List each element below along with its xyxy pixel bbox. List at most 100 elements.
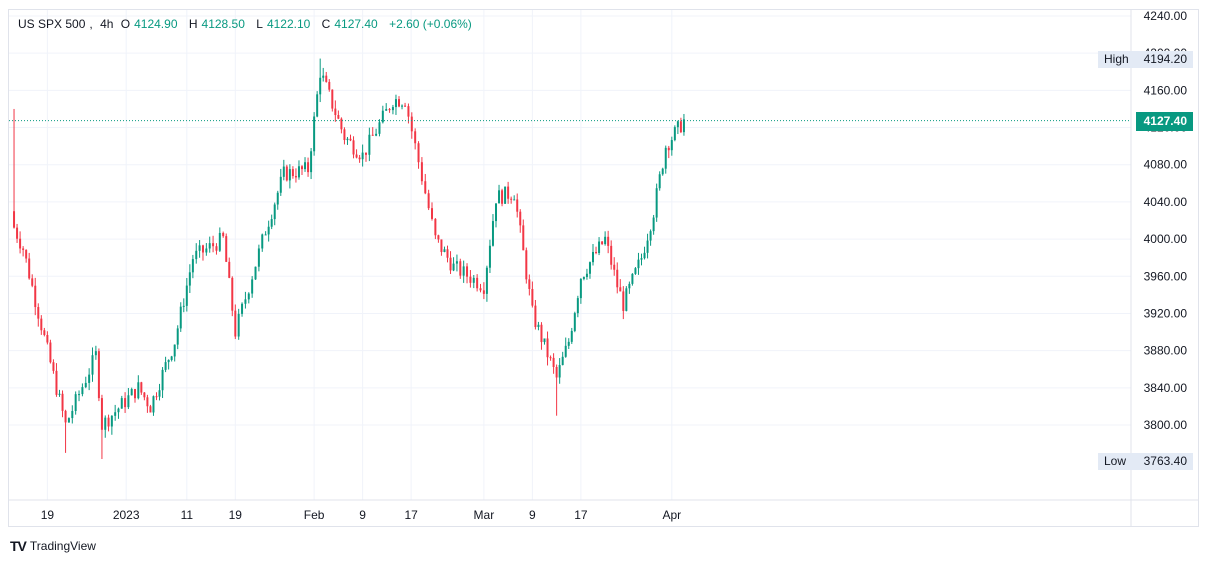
candle-body xyxy=(304,162,307,170)
open-value: 4124.90 xyxy=(134,17,178,31)
candle-body xyxy=(94,351,97,356)
candle-body xyxy=(561,356,564,366)
candle-body xyxy=(158,390,161,397)
candle-body xyxy=(558,365,561,378)
candle-body xyxy=(607,236,610,246)
candle-body xyxy=(25,249,28,259)
candle-body xyxy=(319,77,322,95)
candle-body xyxy=(488,245,491,268)
price-tick-label: 4000.00 xyxy=(1144,232,1188,246)
candle-body xyxy=(452,263,455,271)
candle-body xyxy=(528,279,531,289)
candle-body xyxy=(625,288,628,311)
candle-body xyxy=(676,121,679,128)
candle-body xyxy=(649,231,652,241)
candle-body xyxy=(404,105,407,107)
time-tick-label: 19 xyxy=(229,508,243,522)
candle-body xyxy=(610,245,613,265)
candle-body xyxy=(285,166,288,181)
candle-body xyxy=(513,199,516,201)
candle-body xyxy=(394,99,397,108)
candle-body xyxy=(251,279,254,294)
time-tick-label: Feb xyxy=(304,508,325,522)
candle-body xyxy=(507,186,510,199)
candle-body xyxy=(601,241,604,245)
candle-body xyxy=(646,240,649,253)
candle-body xyxy=(652,217,655,232)
candle-body xyxy=(43,330,46,335)
candle-body xyxy=(352,140,355,155)
candle-body xyxy=(88,374,91,383)
candle-body xyxy=(40,318,43,331)
candle-body xyxy=(179,306,182,329)
time-tick-label: 9 xyxy=(359,508,366,522)
candle-body xyxy=(640,258,643,260)
candle-body xyxy=(472,277,475,283)
candle-body xyxy=(619,287,622,292)
candle-body xyxy=(522,225,525,251)
candle-body xyxy=(291,169,294,177)
candle-body xyxy=(495,203,497,222)
candle-body xyxy=(546,338,549,358)
candle-body xyxy=(549,357,552,359)
candle-body xyxy=(191,259,194,273)
candle-body xyxy=(455,261,458,264)
candle-body xyxy=(67,418,70,423)
candle-body xyxy=(340,118,343,130)
price-tick-label: 3840.00 xyxy=(1144,381,1188,395)
candle-body xyxy=(201,245,204,253)
candle-body xyxy=(127,395,130,408)
low-value-tag: 3763.40 xyxy=(1136,453,1193,470)
candle-body xyxy=(634,268,637,274)
candle-body xyxy=(552,357,555,367)
candle-body xyxy=(469,276,472,283)
candle-body xyxy=(361,152,364,160)
candle-body xyxy=(440,239,443,253)
candle-body xyxy=(434,218,437,236)
candle-body xyxy=(152,396,155,413)
candle-body xyxy=(592,251,594,263)
candle-body xyxy=(215,246,218,251)
candle-body xyxy=(188,272,191,286)
candle-body xyxy=(570,330,573,342)
candle-body xyxy=(81,387,84,395)
candle-body xyxy=(504,186,507,204)
candle-body xyxy=(71,410,74,419)
candle-body xyxy=(491,221,494,246)
candle-body xyxy=(427,193,430,209)
time-tick-label: Mar xyxy=(474,508,495,522)
candle-body xyxy=(143,392,146,398)
brand-name[interactable]: TradingView xyxy=(29,539,96,553)
candle-body xyxy=(582,277,585,279)
candle-body xyxy=(161,369,164,391)
candle-body xyxy=(322,75,325,78)
candle-body xyxy=(537,324,540,328)
price-tick-label: 4240.00 xyxy=(1144,9,1188,23)
ohlc-legend: US SPX 500, 4h O 4124.90 H 4128.50 L 4122.1… xyxy=(18,17,472,31)
candle-body xyxy=(244,299,247,304)
candle-body xyxy=(401,105,404,107)
price-tick-label: 4080.00 xyxy=(1144,158,1188,172)
candle-body xyxy=(349,138,352,141)
low-label: Low xyxy=(1098,453,1136,470)
candle-body xyxy=(398,99,400,107)
candle-body xyxy=(664,147,667,169)
candle-body xyxy=(516,199,519,212)
candle-body xyxy=(595,251,598,254)
candle-body xyxy=(261,234,264,249)
candle-body xyxy=(371,134,374,136)
candle-body xyxy=(22,248,25,250)
time-tick-label: 11 xyxy=(181,508,194,522)
candle-body xyxy=(462,266,465,276)
candle-body xyxy=(173,344,176,357)
candle-body xyxy=(198,245,201,251)
candle-body xyxy=(604,236,607,245)
candle-body xyxy=(134,389,137,399)
candle-body xyxy=(276,192,279,205)
candle-body xyxy=(241,303,244,314)
candle-body xyxy=(170,356,173,360)
candle-body xyxy=(501,190,504,204)
candle-body xyxy=(375,133,378,136)
candle-body xyxy=(146,397,149,407)
